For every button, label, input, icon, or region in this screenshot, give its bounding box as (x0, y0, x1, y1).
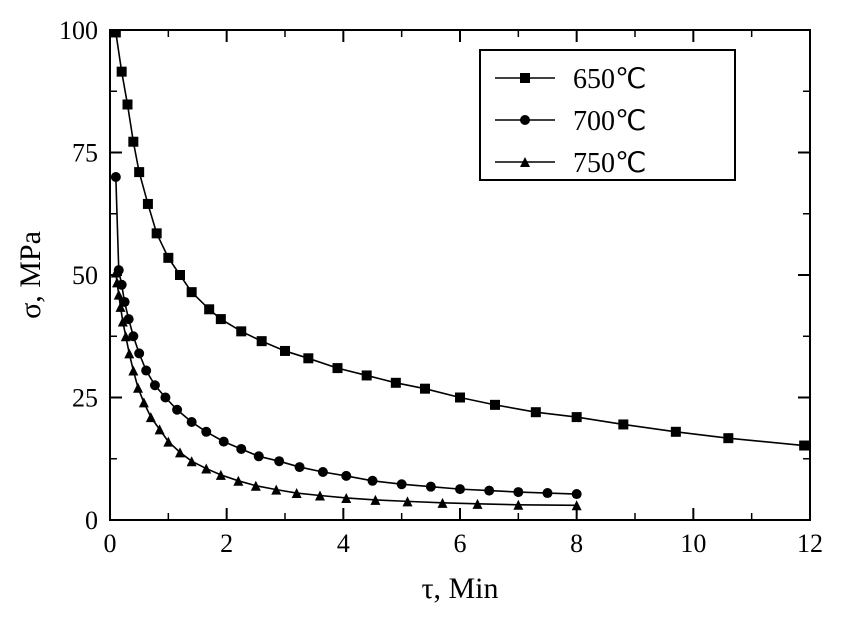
series-650℃ (111, 27, 809, 450)
legend: 650℃ 700℃ 750℃ (480, 50, 735, 180)
x-axis-label: τ, Min (421, 572, 498, 605)
chart-container: 0 2 4 6 8 10 12 τ, Min 0 25 50 75 100 σ, MPa 650℃ 700℃ 7… (0, 0, 844, 640)
legend-label: 750℃ (573, 148, 646, 179)
y-tick-label: 25 (72, 384, 98, 413)
x-tick-label: 12 (797, 529, 823, 558)
x-tick-label: 8 (570, 529, 583, 558)
y-tick-label: 75 (72, 139, 98, 168)
x-tick-label: 10 (680, 529, 706, 558)
legend-label: 700℃ (573, 106, 646, 137)
y-tick-label: 50 (72, 261, 98, 290)
stress-relaxation-chart: 0 2 4 6 8 10 12 τ, Min 0 25 50 75 100 σ, MPa 650℃ 700℃ 7… (0, 0, 844, 640)
y-tick-label: 100 (59, 16, 98, 45)
x-tick-label: 2 (220, 529, 233, 558)
y-axis-label: σ, MPa (14, 231, 47, 319)
y-tick-label: 0 (85, 506, 98, 535)
series-700℃ (111, 172, 582, 499)
legend-label: 650℃ (573, 64, 646, 95)
x-tick-label: 4 (337, 529, 350, 558)
x-tick-label: 6 (454, 529, 467, 558)
x-tick-label: 0 (104, 529, 117, 558)
